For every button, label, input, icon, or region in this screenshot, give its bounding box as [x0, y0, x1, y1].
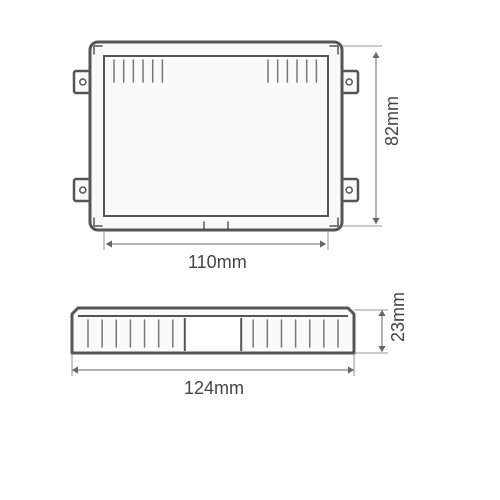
dimension-inner_width: 110mm	[106, 244, 326, 272]
dim-label: 82mm	[382, 96, 402, 146]
top-view	[74, 42, 382, 250]
side-view	[72, 308, 388, 376]
dimension-full_width: 124mm	[72, 370, 354, 398]
dim-label: 23mm	[388, 292, 408, 342]
dimension-thickness: 23mm	[382, 292, 408, 352]
enclosure-top	[90, 42, 342, 230]
dimension-height_top: 82mm	[376, 52, 402, 224]
dim-label: 110mm	[188, 252, 247, 272]
dim-label: 124mm	[184, 378, 244, 398]
